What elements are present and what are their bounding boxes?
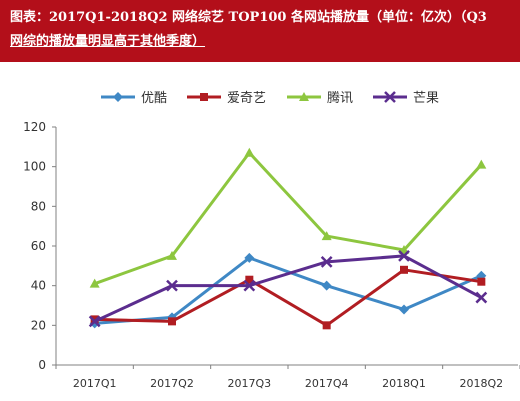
legend-label: 优酷 bbox=[141, 91, 167, 106]
x-marker bbox=[475, 291, 488, 304]
x-tick-label: 2017Q4 bbox=[305, 377, 349, 390]
x-marker bbox=[398, 250, 410, 262]
triangle-marker bbox=[299, 92, 309, 101]
chart-title-line-1: 图表：2017Q1-2018Q2 网络综艺 TOP100 各网站播放量（单位：亿… bbox=[10, 10, 487, 25]
x-tick-label: 2017Q2 bbox=[150, 377, 194, 390]
square-marker bbox=[322, 321, 331, 330]
square-marker bbox=[477, 277, 486, 286]
diamond-marker bbox=[244, 252, 255, 263]
chart-title-line-2: 网综的播放量明显高于其他季度） bbox=[10, 34, 206, 49]
x-marker bbox=[320, 255, 333, 268]
y-tick-label: 100 bbox=[23, 160, 46, 174]
series-line bbox=[94, 254, 483, 323]
x-tick-label: 2018Q2 bbox=[460, 377, 504, 390]
diamond-marker bbox=[113, 92, 123, 102]
diamond-marker bbox=[399, 304, 409, 315]
y-tick-label: 40 bbox=[31, 279, 46, 293]
series-line bbox=[94, 151, 483, 286]
x-tick-label: 2018Q1 bbox=[382, 377, 426, 390]
square-marker bbox=[400, 265, 408, 274]
x-tick-label: 2017Q3 bbox=[228, 377, 272, 390]
triangle-marker bbox=[89, 278, 100, 288]
square-marker bbox=[245, 275, 254, 284]
triangle-marker bbox=[476, 159, 487, 169]
y-tick-label: 60 bbox=[31, 239, 46, 253]
y-tick-label: 120 bbox=[23, 120, 46, 134]
y-tick-label: 0 bbox=[38, 358, 46, 372]
x-marker bbox=[88, 315, 101, 328]
y-tick-label: 20 bbox=[31, 318, 46, 332]
legend-label: 爱奇艺 bbox=[227, 90, 266, 106]
x-marker bbox=[243, 279, 256, 292]
triangle-marker bbox=[244, 147, 255, 157]
square-marker bbox=[90, 315, 99, 324]
line-chart: 0 20 40 60 80 100 120 2017Q1 2017Q2 2017Q3 2017Q4 2… bbox=[23, 90, 520, 390]
x-tick-label: 2017Q1 bbox=[73, 377, 117, 390]
triangle-marker bbox=[167, 250, 177, 260]
chart-title-bar: 图表：2017Q1-2018Q2 网络综艺 TOP100 各网站播放量（单位：亿… bbox=[0, 0, 520, 62]
x-marker bbox=[384, 91, 396, 103]
series-line bbox=[94, 268, 482, 327]
diamond-marker bbox=[321, 280, 332, 291]
series-line bbox=[94, 256, 482, 325]
square-marker bbox=[168, 317, 176, 326]
legend-label: 芒果 bbox=[413, 90, 439, 106]
triangle-marker bbox=[321, 231, 332, 241]
square-marker bbox=[200, 93, 208, 101]
y-tick-label: 80 bbox=[31, 199, 46, 213]
legend-label: 腾讯 bbox=[327, 90, 353, 106]
x-marker bbox=[166, 279, 178, 292]
